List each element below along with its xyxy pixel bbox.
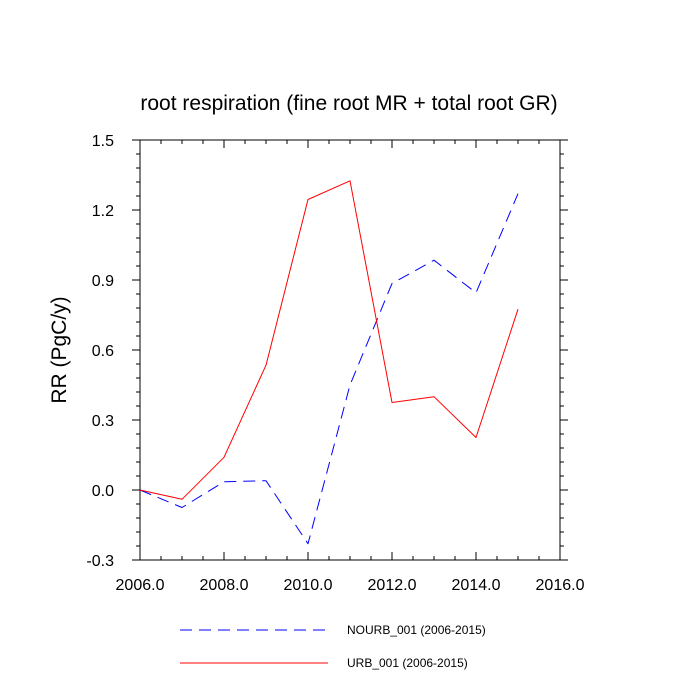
y-tick-label: 0.6 (92, 343, 114, 360)
y-tick-label: 0.3 (92, 413, 114, 430)
legend: NOURB_001 (2006-2015) URB_001 (2006-2015) (180, 623, 486, 670)
x-tick-label: 2008.0 (200, 577, 249, 594)
x-tick-label: 2006.0 (116, 577, 165, 594)
series-line (139, 180, 519, 500)
y-tick-label: 0.9 (92, 273, 114, 290)
legend-label: URB_001 (2006-2015) (347, 656, 468, 670)
x-tick-label: 2010.0 (284, 577, 333, 594)
y-axis: -0.3 0.0 0.3 0.6 0.9 1.2 1.5 (86, 133, 568, 570)
x-tick-label: 2016.0 (536, 577, 585, 594)
y-tick-label: -0.3 (86, 553, 114, 570)
plot-frame (139, 139, 561, 561)
x-axis: 2006.0 2008.0 2010.0 2012.0 2014.0 2016.0 (116, 140, 585, 594)
x-tick-label: 2014.0 (452, 577, 501, 594)
y-tick-label: 0.0 (92, 483, 114, 500)
y-tick-label: 1.5 (92, 133, 114, 150)
x-tick-label: 2012.0 (368, 577, 417, 594)
y-axis-label: RR (PgC/y) (48, 296, 71, 403)
series-lines (139, 180, 519, 545)
y-tick-label: 1.2 (92, 203, 114, 220)
chart-title: root respiration (fine root MR + total r… (140, 92, 557, 115)
series-line (139, 193, 519, 545)
legend-label: NOURB_001 (2006-2015) (347, 623, 486, 637)
